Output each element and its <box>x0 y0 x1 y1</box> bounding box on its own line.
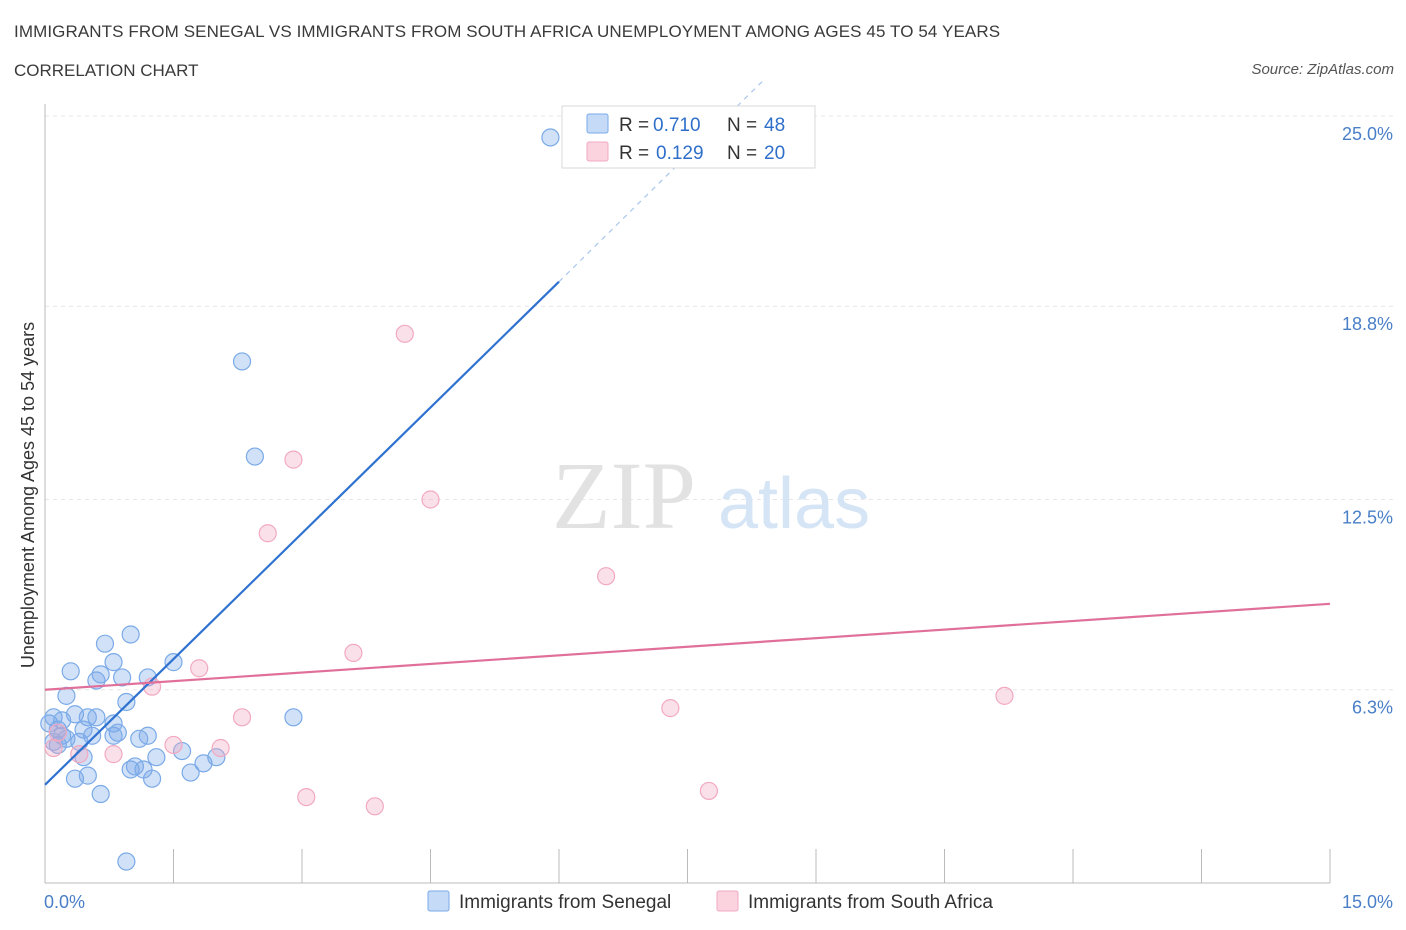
point-senegal-17 <box>91 784 110 804</box>
point-senegal-12 <box>78 766 97 785</box>
watermark-zip: ZIP <box>552 442 696 549</box>
point-south-africa-10 <box>297 787 316 807</box>
point-senegal-19 <box>95 634 115 653</box>
point-senegal-32 <box>138 726 157 745</box>
point-south-africa-13 <box>395 324 414 343</box>
legend-swatch-senegal <box>586 113 609 134</box>
point-senegal-43 <box>284 708 303 727</box>
x-tick-label-right: 15.0% <box>1342 892 1393 912</box>
point-south-africa-1 <box>70 745 89 764</box>
series-legend-label-south-africa: Immigrants from South Africa <box>748 892 993 913</box>
series-legend-swatch-south-africa <box>716 890 739 912</box>
point-south-africa-0 <box>44 738 63 758</box>
point-south-africa-9 <box>284 450 303 469</box>
data-points <box>40 128 1014 871</box>
legend-swatch-south-africa <box>586 141 609 162</box>
point-senegal-27 <box>121 625 140 644</box>
point-senegal-20 <box>104 653 123 672</box>
watermark: ZIP atlas <box>552 442 870 549</box>
point-south-africa-14 <box>421 490 440 509</box>
y-axis-label: Unemployment Among Ages 45 to 54 years <box>18 322 38 668</box>
series-legend-label-senegal: Immigrants from Senegal <box>459 892 671 913</box>
point-south-africa-7 <box>232 708 252 727</box>
point-south-africa-4 <box>164 735 183 755</box>
point-south-africa-8 <box>258 524 277 543</box>
point-senegal-38 <box>181 763 200 782</box>
correlation-legend: R = 0.710 N = 48 R = 0.129 N = 20 <box>561 105 816 169</box>
point-senegal-24 <box>112 668 132 687</box>
point-senegal-22 <box>108 723 127 742</box>
point-senegal-36 <box>164 653 183 672</box>
trend-line-south-africa <box>44 602 1331 691</box>
grid-lines <box>45 115 1393 691</box>
point-senegal-40 <box>207 748 226 767</box>
legend-r-label-senegal: R = <box>619 115 649 136</box>
point-south-africa-18 <box>995 686 1014 705</box>
legend-n-label-south-africa: N = <box>727 143 757 164</box>
y-tick-labels: 25.0% 18.8% 12.5% 6.3% <box>1342 124 1393 718</box>
point-south-africa-15 <box>597 567 616 586</box>
point-south-africa-19 <box>48 723 67 742</box>
point-senegal-42 <box>245 447 264 466</box>
axes <box>44 104 1331 884</box>
point-south-africa-5 <box>190 659 209 678</box>
legend-r-label-south-africa: R = <box>619 143 649 164</box>
chart-title: IMMIGRANTS FROM SENEGAL VS IMMIGRANTS FR… <box>14 22 1001 41</box>
legend-n-label-senegal: N = <box>727 115 757 136</box>
point-senegal-7 <box>61 662 80 681</box>
point-south-africa-12 <box>365 797 384 816</box>
legend-n-value-senegal: 48 <box>764 115 785 136</box>
point-senegal-25 <box>117 692 136 712</box>
point-senegal-15 <box>87 708 106 727</box>
point-south-africa-2 <box>104 745 123 764</box>
x-tick-labels: 0.0% 15.0% <box>44 892 1393 912</box>
point-south-africa-6 <box>211 738 230 758</box>
point-senegal-34 <box>147 748 166 767</box>
y-tick-label-2: 12.5% <box>1342 508 1393 528</box>
point-senegal-41 <box>232 352 252 371</box>
legend-n-value-south-africa: 20 <box>764 143 785 164</box>
series-legend-swatch-senegal <box>427 890 450 912</box>
y-tick-label-0: 25.0% <box>1342 124 1393 144</box>
trend-lines <box>44 78 1331 786</box>
point-senegal-33 <box>142 769 162 788</box>
x-tick-label-left: 0.0% <box>44 892 85 912</box>
point-senegal-23 <box>104 714 123 733</box>
point-south-africa-17 <box>699 781 719 801</box>
source-credit: Source: ZipAtlas.com <box>1251 61 1394 78</box>
watermark-atlas: atlas <box>718 464 870 544</box>
legend-r-value-senegal: 0.710 <box>653 115 701 136</box>
point-south-africa-16 <box>661 699 680 718</box>
series-legend: Immigrants from Senegal Immigrants from … <box>427 890 993 913</box>
point-south-africa-11 <box>344 643 363 663</box>
y-tick-label-1: 18.8% <box>1342 314 1393 334</box>
y-tick-label-3: 6.3% <box>1352 698 1393 718</box>
point-senegal-18 <box>91 665 110 684</box>
point-senegal-44 <box>541 128 560 147</box>
legend-r-value-south-africa: 0.129 <box>656 143 704 164</box>
point-senegal-26 <box>117 852 136 871</box>
chart-subtitle: CORRELATION CHART <box>14 61 199 80</box>
trend-line-senegal <box>44 280 560 786</box>
point-senegal-6 <box>57 686 76 705</box>
